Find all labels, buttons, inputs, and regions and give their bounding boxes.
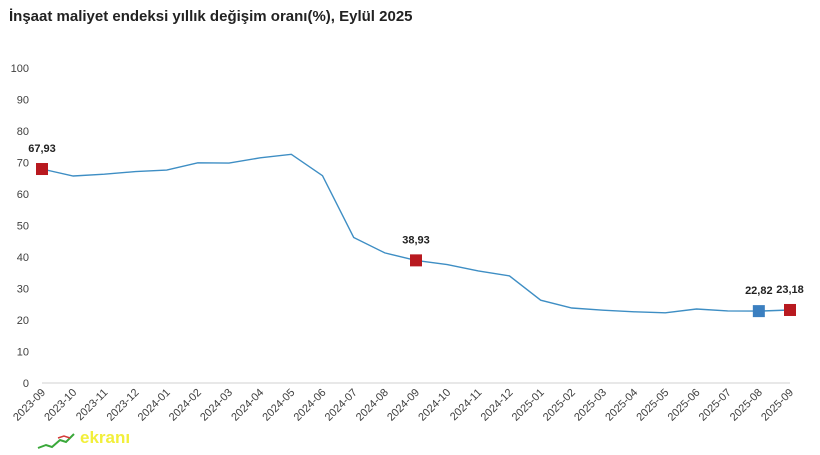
- x-tick-label: 2024-09: [385, 387, 422, 424]
- highlight-markers: 67,93 38,93 22,82 23,18: [28, 143, 804, 318]
- x-tick-label: 2024-04: [229, 387, 266, 424]
- y-tick-label: 90: [17, 95, 29, 107]
- x-tick-label: 2024-02: [167, 387, 204, 424]
- data-label: 38,93: [402, 234, 430, 246]
- x-tick-label: 2025-03: [572, 387, 609, 424]
- x-tick-label: 2023-10: [42, 387, 79, 424]
- chart-title: İnşaat maliyet endeksi yıllık değişim or…: [9, 8, 413, 25]
- y-tick-label: 50: [17, 221, 29, 233]
- highlight-marker: [752, 305, 765, 318]
- x-tick-label: 2025-02: [541, 387, 578, 424]
- data-label: 23,18: [776, 284, 804, 296]
- data-label: 22,82: [745, 285, 773, 297]
- x-tick-label: 2024-03: [198, 387, 235, 424]
- data-label: 67,93: [28, 143, 56, 155]
- highlight-marker: [36, 163, 48, 176]
- y-tick-label: 10: [17, 347, 29, 359]
- highlight-marker: [784, 303, 796, 316]
- x-tick-label: 2025-04: [603, 387, 640, 424]
- x-tick-label: 2023-09: [11, 387, 48, 424]
- x-tick-label: 2025-06: [666, 387, 703, 424]
- x-tick-label: 2023-12: [105, 387, 142, 424]
- x-tick-label: 2025-05: [634, 387, 671, 424]
- x-tick-label: 2025-01: [510, 387, 547, 424]
- y-tick-label: 60: [17, 189, 29, 201]
- watermark-text: ekranı: [80, 428, 131, 447]
- x-tick-label: 2024-01: [136, 387, 173, 424]
- x-tick-label: 2024-06: [292, 387, 329, 424]
- x-tick-label: 2024-11: [448, 387, 484, 423]
- x-tick-label: 2023-11: [74, 387, 110, 423]
- highlight-marker: [410, 254, 422, 267]
- y-tick-label: 20: [17, 315, 29, 327]
- x-tick-label: 2024-05: [260, 387, 297, 424]
- y-tick-label: 80: [17, 126, 29, 138]
- x-axis: 2023-092023-102023-112023-122024-012024-…: [11, 387, 796, 424]
- y-tick-label: 30: [17, 284, 29, 296]
- y-tick-label: 100: [11, 63, 29, 75]
- x-tick-label: 2024-10: [416, 387, 453, 424]
- watermark-logo: ekranı: [36, 428, 146, 450]
- logo-sparkline-icon: [37, 433, 75, 449]
- x-tick-label: 2025-08: [728, 387, 765, 424]
- x-tick-label: 2025-07: [697, 387, 734, 424]
- x-tick-label: 2024-12: [479, 387, 516, 424]
- y-tick-label: 70: [17, 158, 29, 170]
- x-tick-label: 2025-09: [759, 387, 796, 424]
- y-tick-label: 0: [23, 378, 29, 390]
- x-tick-label: 2024-07: [323, 387, 360, 424]
- y-axis: 0 10 20 30 40 50 60 70 80 90 100: [11, 63, 29, 390]
- x-tick-label: 2024-08: [354, 387, 391, 424]
- y-tick-label: 40: [17, 252, 29, 264]
